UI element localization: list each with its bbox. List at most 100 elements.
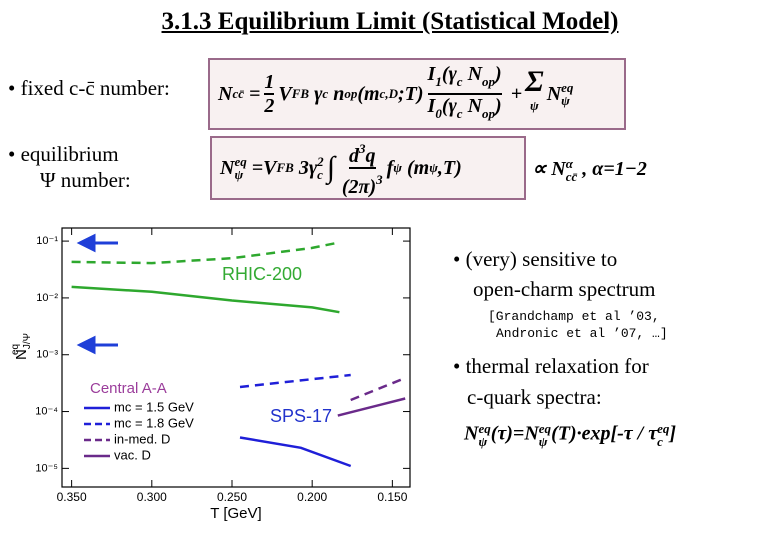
bullet: Ψ number:: [40, 168, 131, 192]
formula-part: eq: [561, 80, 574, 95]
formula-part: c: [657, 434, 663, 449]
formula-part: 1: [435, 74, 442, 89]
formula-part: (τ)=N: [490, 422, 539, 445]
formula-part: (2π): [341, 176, 377, 198]
formula-part: N: [464, 422, 479, 445]
annotation: SPS-17: [270, 406, 332, 426]
y-axis-label-sub: J/Ψ: [22, 333, 33, 349]
annotation: RHIC-200: [222, 264, 302, 284]
formula-part: eq: [478, 421, 491, 436]
y-tick-label: 10⁻³: [36, 349, 58, 361]
formula-part: 2: [317, 154, 324, 169]
formula-part: , α=1−2: [582, 158, 647, 180]
series-line: [239, 436, 352, 468]
formula-part: N: [218, 82, 233, 105]
y-tick-label: 10⁻¹: [36, 235, 58, 247]
reference: [Grandchamp et al ’03,: [488, 309, 660, 324]
formula-part: α: [565, 156, 573, 172]
series-line: [71, 241, 340, 265]
formula-part: N: [546, 82, 562, 105]
formula-part: ψ: [393, 160, 402, 175]
series-line: [71, 285, 340, 314]
formula-part: op: [482, 106, 496, 121]
formula-part: c,D: [379, 86, 398, 101]
formula-part: ): [495, 63, 502, 85]
formula-part: 1: [264, 71, 275, 95]
text: • thermal relaxation for: [453, 354, 649, 378]
formula-part: c: [456, 74, 463, 89]
formula-part: ψ: [538, 434, 548, 449]
x-tick-label: 0.250: [217, 490, 247, 504]
formula-part: ,T): [437, 156, 462, 179]
formula-part: ;T): [397, 82, 424, 105]
formula-part: N: [467, 63, 483, 85]
formula-part: 0: [435, 106, 442, 121]
formula-part: n: [333, 82, 345, 105]
formula-part: ψ: [561, 93, 570, 108]
x-tick-label: 0.200: [297, 490, 327, 504]
formula-part: eq: [234, 154, 247, 169]
formula-part: cc̄: [232, 86, 244, 101]
text: c-quark spectra:: [467, 385, 602, 409]
formula-part: ∝: [532, 158, 547, 180]
formula-part: cc̄: [565, 169, 578, 185]
formula-part: c: [317, 167, 323, 182]
y-tick-label: 10⁻⁴: [35, 405, 58, 417]
formula-part: 3: [359, 141, 366, 156]
x-tick-label: 0.150: [377, 490, 407, 504]
bullet: • fixed c-c̄ number:: [8, 76, 170, 100]
series-line: [239, 373, 351, 389]
y-axis-label: NJ/Ψeq: [10, 333, 33, 360]
legend-title: Central A-A: [90, 380, 167, 397]
formula-part: ψ: [478, 434, 488, 449]
formula-part: V: [278, 82, 292, 105]
x-tick-label: 0.350: [57, 490, 87, 504]
plot-frame: [61, 227, 411, 488]
formula-part: N: [551, 158, 566, 180]
formula-part: op: [482, 74, 496, 89]
y-tick-label: 10⁻⁵: [35, 462, 58, 474]
formula-part: ψ: [234, 167, 244, 182]
formula-part: (m: [357, 82, 380, 105]
formula-part: q: [365, 145, 376, 167]
x-axis-label: T [GeV]: [210, 505, 261, 522]
formula-part: d: [349, 145, 359, 167]
bullet: • equilibrium: [8, 142, 119, 166]
slide-title: 3.1.3 Equilibrium Limit (Statistical Mod…: [161, 8, 619, 35]
reference: Andronic et al ’07, …]: [496, 326, 668, 341]
formula-part: γ: [314, 82, 323, 105]
text: • (very) sensitive to: [453, 247, 618, 271]
formula-part: 3: [376, 172, 383, 187]
formula-part: +: [510, 82, 523, 105]
y-axis-label-main: N: [13, 349, 30, 360]
formula-part: FB: [291, 86, 310, 101]
legend-label: mc = 1.8 GeV: [114, 415, 194, 430]
x-tick-label: 0.300: [137, 490, 167, 504]
arrows: [76, 233, 118, 355]
formula-part: ψ: [429, 160, 438, 175]
formula-part: ∫: [326, 151, 335, 184]
formula-part: ]: [669, 422, 677, 445]
formula-part: N: [467, 95, 483, 117]
formula-part: ψ: [530, 98, 539, 113]
formula-part: I: [427, 63, 436, 85]
formula-part: (T)·exp[-τ / τ: [551, 422, 658, 445]
formula-part: 3γ: [298, 156, 318, 179]
legend-label: mc = 1.5 GeV: [114, 399, 194, 414]
formula-part: N: [220, 156, 235, 179]
formula-part: eq: [538, 421, 552, 436]
formula-part: (γ: [441, 95, 457, 117]
y-axis-label-sup: eq: [10, 344, 21, 355]
formula-part: I: [427, 95, 436, 117]
formula-part: (γ: [441, 63, 457, 85]
formula-part: FB: [276, 160, 294, 175]
legend-label: in-med. D: [114, 431, 170, 446]
formula-part: =V: [251, 156, 277, 179]
formula-part: c: [322, 86, 329, 101]
